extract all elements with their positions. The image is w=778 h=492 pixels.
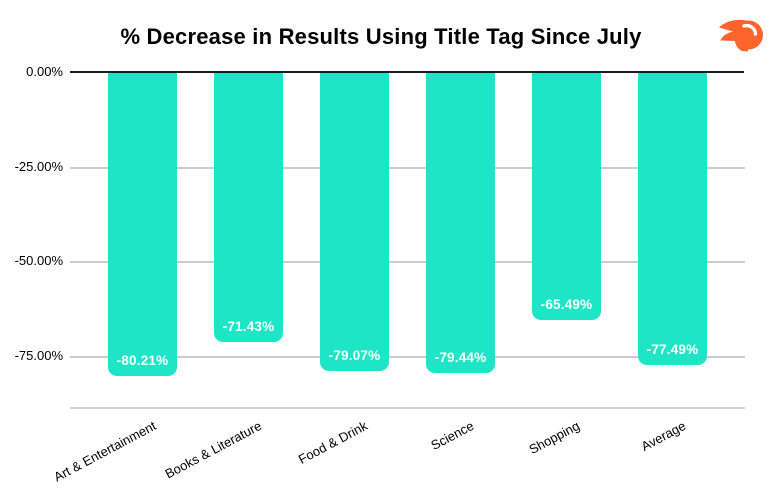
gridline xyxy=(70,167,745,169)
bar: -71.43% xyxy=(214,72,283,342)
gridline xyxy=(70,356,745,358)
bar: -80.21% xyxy=(108,72,177,376)
y-tick-label: 0.00% xyxy=(26,64,63,79)
bar-value-label: -65.49% xyxy=(540,297,593,312)
bar-value-label: -77.49% xyxy=(646,342,699,357)
bar-value-label: -71.43% xyxy=(222,319,275,334)
zero-axis-line xyxy=(70,71,744,73)
bar: -65.49% xyxy=(532,72,601,320)
bar: -79.07% xyxy=(320,72,389,371)
bar: -79.44% xyxy=(426,72,495,373)
x-axis-line xyxy=(70,407,745,409)
bar-value-label: -79.44% xyxy=(434,350,487,365)
bar-value-label: -79.07% xyxy=(328,348,381,363)
gridline xyxy=(70,261,745,263)
bar-value-label: -80.21% xyxy=(116,353,169,368)
y-tick-label: -25.00% xyxy=(14,159,63,174)
chart-title: % Decrease in Results Using Title Tag Si… xyxy=(120,24,642,49)
y-tick-label: -50.00% xyxy=(14,253,63,268)
y-tick-label: -75.00% xyxy=(14,348,63,363)
semrush-logo-icon xyxy=(719,19,763,52)
bar: -77.49% xyxy=(638,72,707,365)
